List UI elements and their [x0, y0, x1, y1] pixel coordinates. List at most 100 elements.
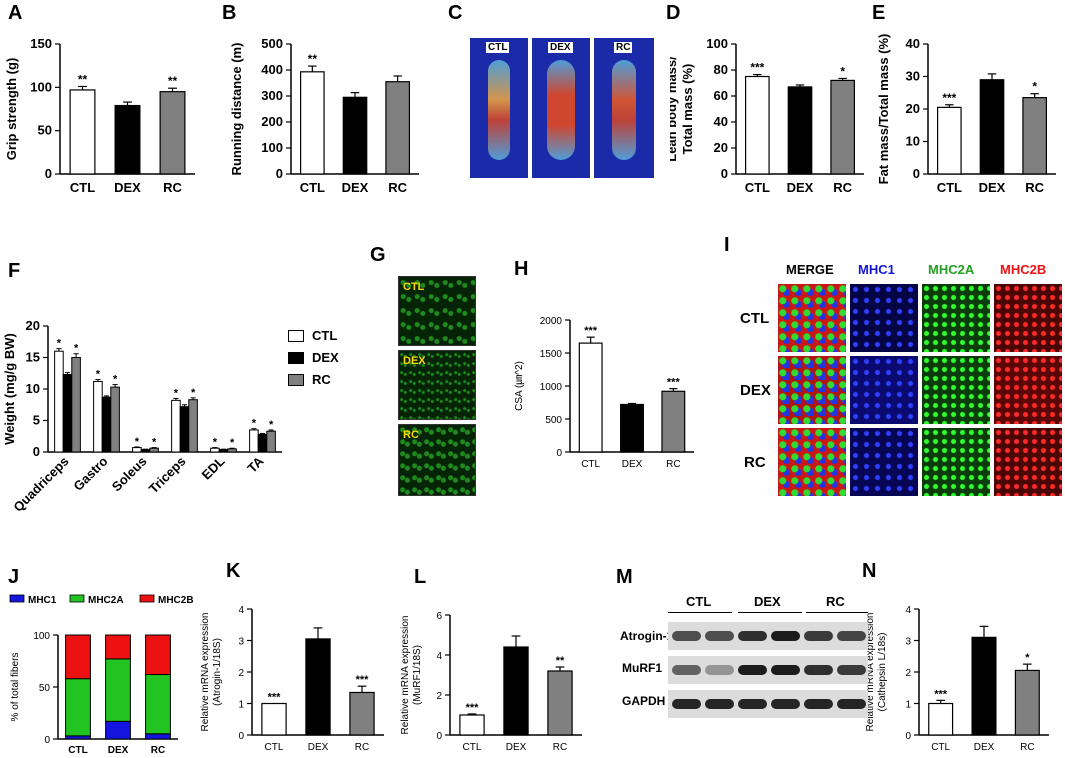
- significance-mark: *: [74, 343, 79, 355]
- imaging-ctl: CTL: [470, 38, 528, 178]
- y-axis-label-line: Fat mass/Total mass (%): [876, 34, 891, 185]
- blot-band: [705, 699, 734, 709]
- x-tick-label: RC: [163, 180, 182, 195]
- staining-col-mhc2a: MHC2A: [928, 262, 975, 277]
- y-axis-label-line: Relative mRNA expression: [400, 616, 411, 735]
- chart-f-muscle-weight: 0 5 10 15 20 Weight (mg/g BW) * * Quadriceps * * Ga…: [2, 318, 282, 515]
- fiber-sections-panel: CTL DEX RC: [398, 276, 476, 496]
- staining-image-dex-mhc1: [850, 356, 918, 424]
- legend-swatch-rc: [288, 373, 304, 386]
- bar-rc: [1014, 669, 1040, 736]
- bar-rc: [71, 357, 81, 453]
- y-axis-label-line: (Cathepsin L/18s): [877, 633, 888, 712]
- bar-rc: [1022, 97, 1048, 175]
- blot-band: [672, 665, 701, 675]
- x-tick-label: RC: [1020, 742, 1034, 753]
- staining-image-grid: [778, 284, 1062, 496]
- y-tick-label: 200: [261, 114, 283, 129]
- staining-row-rc: RC: [744, 454, 766, 471]
- bar-rc: [110, 386, 120, 453]
- significance-mark: *: [1025, 652, 1030, 664]
- y-tick-label: 0: [913, 166, 920, 181]
- significance-mark: *: [230, 437, 235, 449]
- bar-rc: [149, 447, 159, 453]
- panel-letter-k: K: [226, 560, 241, 582]
- y-tick-label: 0: [276, 166, 283, 181]
- x-tick-label: CTL: [300, 180, 325, 195]
- x-tick-label: DEX: [974, 742, 995, 753]
- imaging-label-ctl: CTL: [486, 42, 510, 53]
- y-tick-label: 100: [30, 79, 52, 94]
- panel-letter-h: H: [514, 258, 529, 280]
- y-tick-label: 10: [26, 381, 40, 396]
- x-tick-label: RC: [666, 459, 680, 470]
- legend-swatch-mhc1: [9, 594, 25, 603]
- staining-row-ctl: CTL: [740, 310, 770, 327]
- fiber-section-dex: DEX: [398, 350, 476, 420]
- stacked-bar-mhc2b: [105, 634, 131, 660]
- significance-mark: ***: [268, 692, 282, 704]
- y-tick-label: 1000: [540, 382, 563, 393]
- bar-ctl: [69, 89, 96, 175]
- bar-rc: [227, 448, 237, 453]
- stacked-bar-mhc1: [105, 720, 131, 740]
- bar-ctl: [249, 429, 259, 453]
- x-tick-label: EDL: [199, 453, 228, 482]
- staining-image-rc-merge: [778, 428, 846, 496]
- legend-label-ctl: CTL: [312, 328, 338, 343]
- y-tick-label: 20: [906, 101, 920, 116]
- significance-mark: ***: [942, 91, 956, 105]
- bar-dex: [979, 79, 1005, 175]
- bar-ctl: [928, 702, 954, 736]
- bar-ctl: [578, 342, 603, 453]
- western-blot-panel: CTL DEX RC Atrogin-1 MuRF1 GAPDH: [620, 592, 870, 722]
- y-tick-label: 80: [714, 62, 728, 77]
- bar-ctl: [744, 75, 770, 175]
- significance-mark: ***: [466, 702, 480, 714]
- y-axis-label: Running distance (m): [229, 43, 244, 176]
- stacked-bar-mhc1: [145, 733, 171, 740]
- bar-ctl: [261, 702, 287, 736]
- bar-dex: [257, 433, 268, 453]
- blot-group-ctl-underline: [668, 612, 732, 613]
- x-tick-label: DEX: [108, 745, 129, 755]
- y-tick-label: 1: [905, 700, 911, 711]
- mouse-silhouette-icon: [547, 60, 575, 160]
- y-axis-label: CSA (㎛^2): [514, 361, 525, 411]
- blot-group-rc-underline: [806, 612, 868, 613]
- bar-dex: [305, 638, 331, 736]
- staining-image-dex-mhc2b: [994, 356, 1062, 424]
- blot-band: [771, 665, 800, 675]
- blot-band: [837, 665, 866, 675]
- x-tick-label: Triceps: [146, 454, 189, 497]
- y-tick-label: 0: [44, 735, 50, 746]
- significance-mark: *: [57, 338, 62, 350]
- blot-band: [804, 631, 833, 641]
- legend-swatch-mhc2a: [69, 594, 85, 603]
- y-tick-label: 4: [238, 605, 244, 616]
- chart-e-fat-mass: 0 10 20 30 40 Fat mass/Total mass (%) *** CTL DE…: [876, 34, 1056, 195]
- legend-label-mhc1: MHC1: [28, 595, 57, 606]
- bar-ctl: [93, 380, 103, 453]
- significance-mark: *: [152, 437, 157, 449]
- y-tick-label: 500: [261, 36, 283, 51]
- y-axis-label-line: Running distance (m): [229, 43, 244, 176]
- y-axis-label-line: % of total fibers: [10, 653, 21, 722]
- legend-label-mhc2b: MHC2B: [158, 595, 194, 606]
- x-tick-label: DEX: [622, 459, 643, 470]
- significance-mark: *: [269, 419, 274, 431]
- y-tick-label: 3: [238, 637, 244, 648]
- blot-band: [804, 665, 833, 675]
- y-tick-label: 150: [30, 36, 52, 51]
- staining-image-dex-mhc2a: [922, 356, 990, 424]
- y-axis-label-line: Weight (mg/g BW): [2, 333, 17, 445]
- blot-band: [672, 631, 701, 641]
- bar-rc: [830, 79, 856, 175]
- stacked-bar-mhc2b: [145, 634, 171, 676]
- panel-letter-g: G: [370, 244, 386, 266]
- chart-l-murf1-mrna: 0 2 4 6 Relative mRNA expression(MuRF1/18S) *…: [400, 611, 582, 753]
- bar-rc: [349, 691, 375, 736]
- staining-image-rc-mhc1: [850, 428, 918, 496]
- significance-mark: ***: [584, 325, 598, 337]
- y-axis-label-line: (MuRF1/18S): [412, 645, 423, 705]
